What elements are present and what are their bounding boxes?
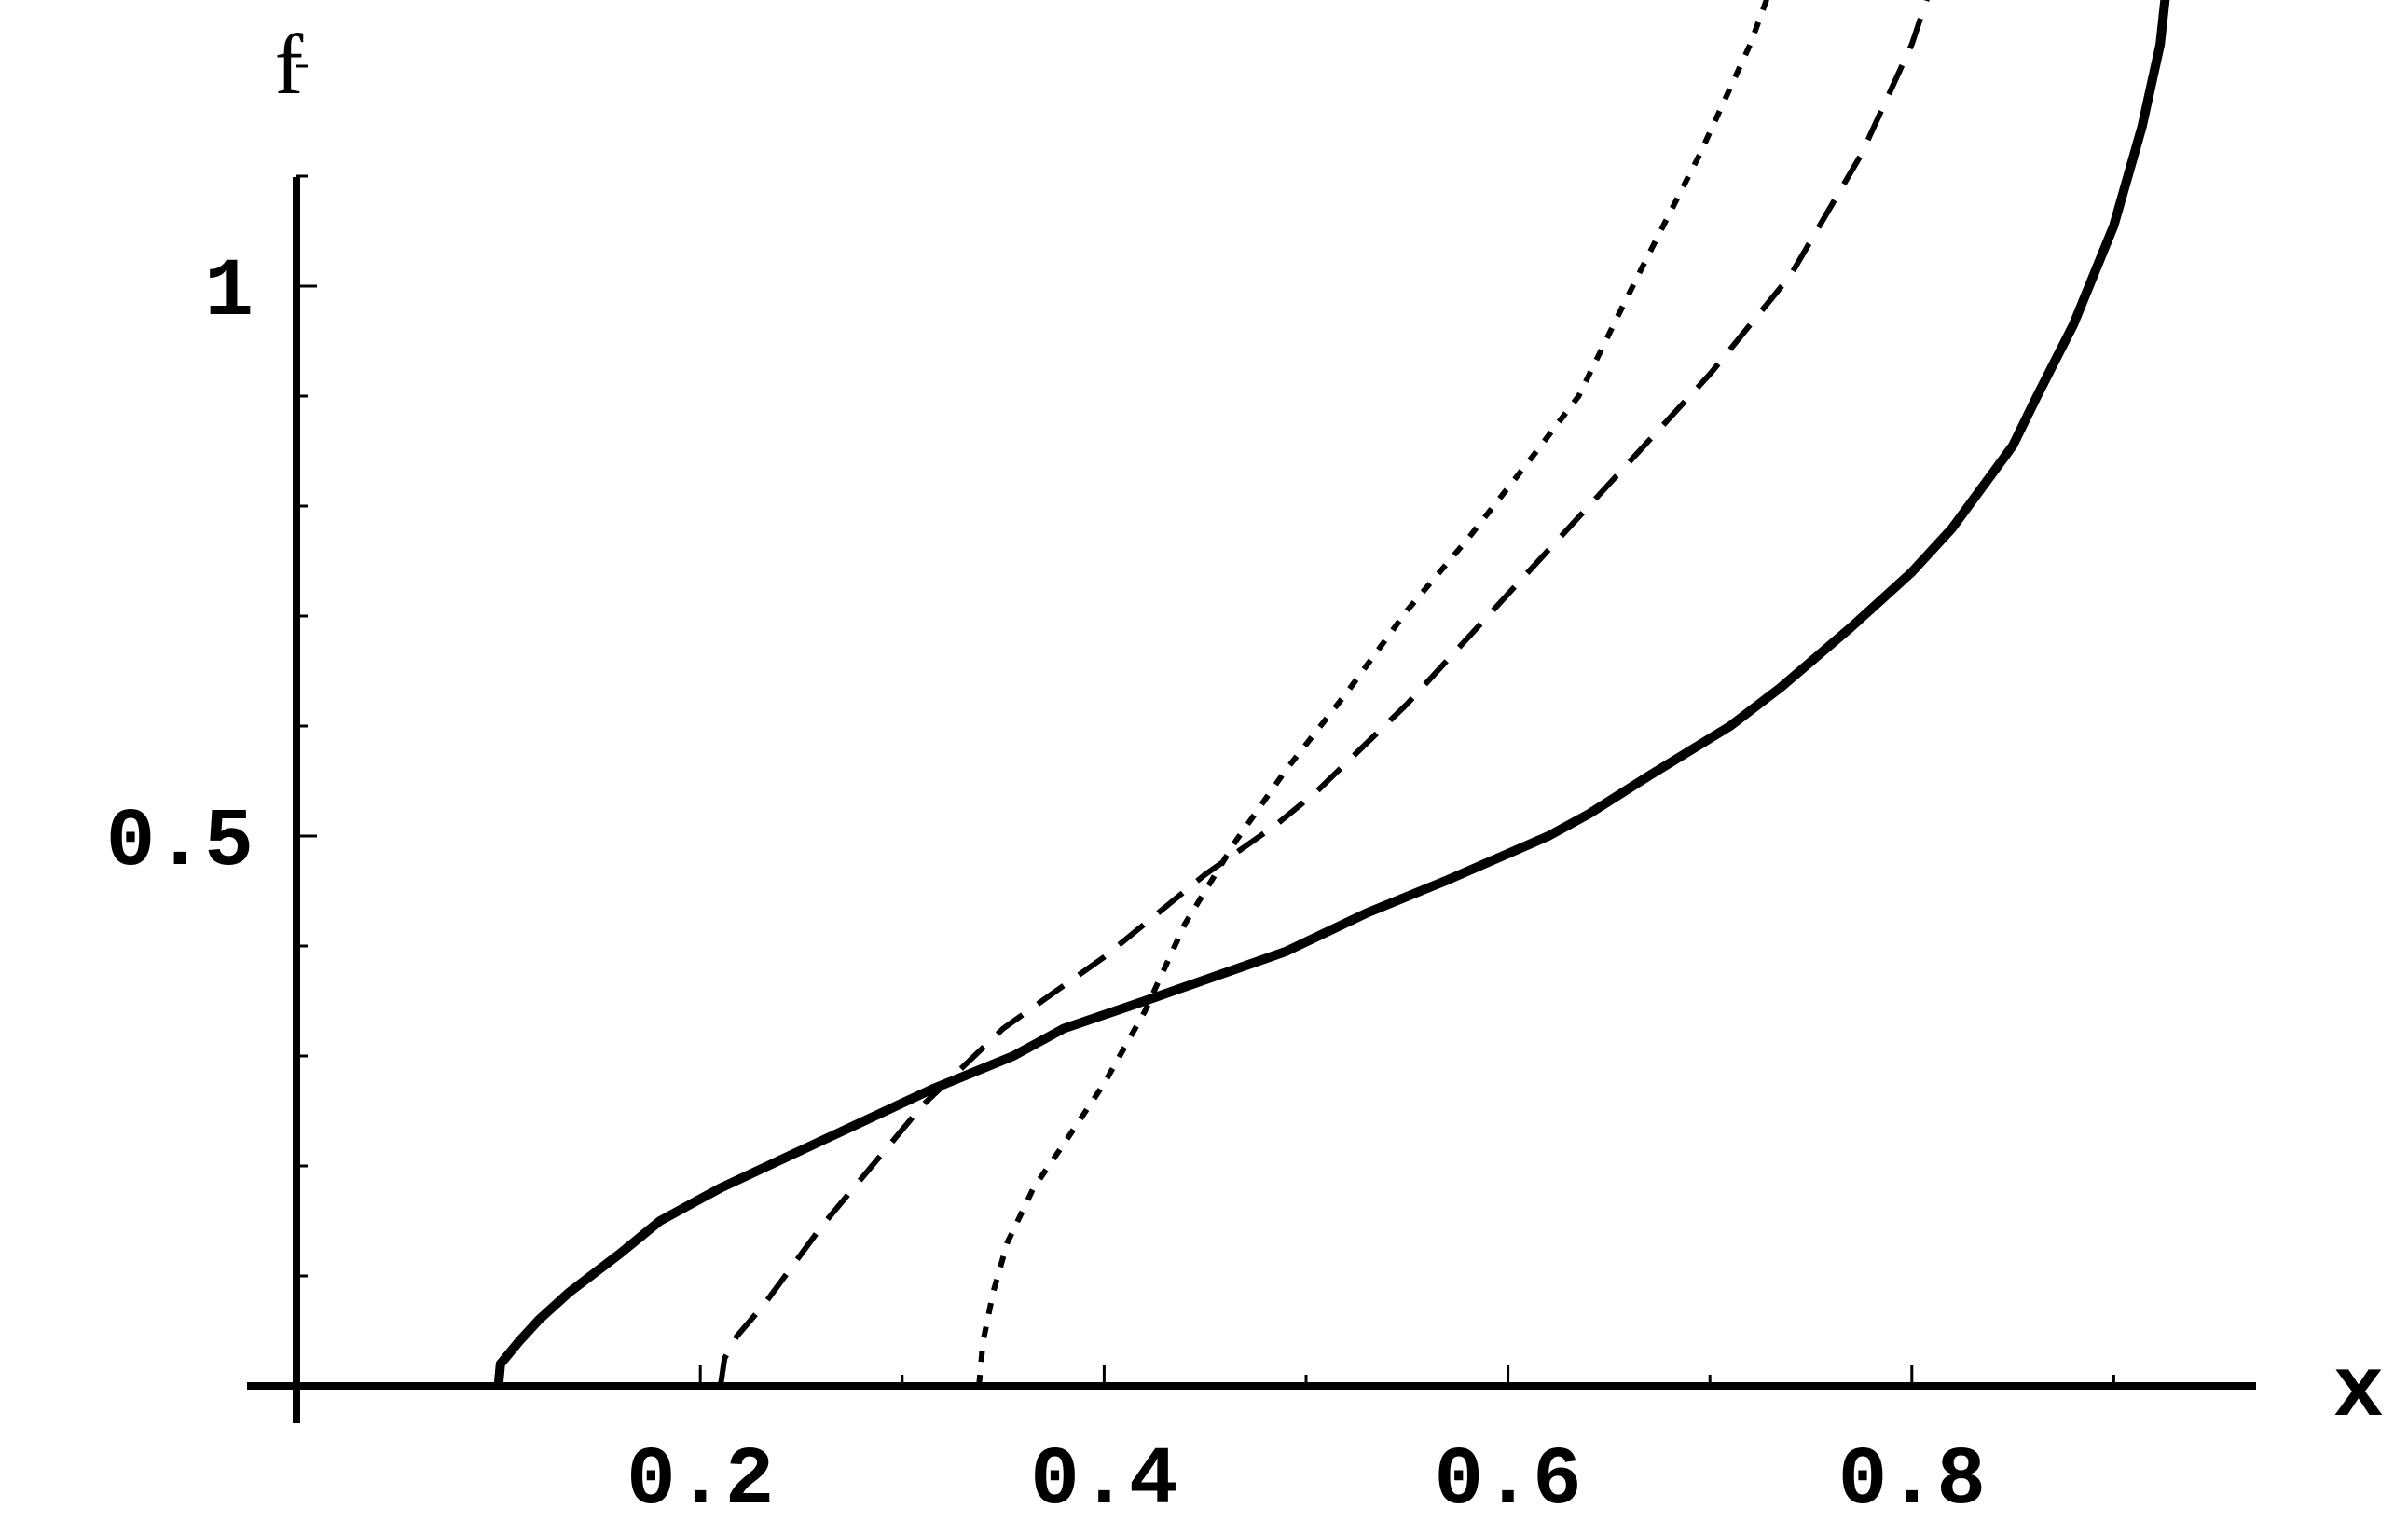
ticks-layer <box>296 64 2115 1386</box>
series-line-dashed <box>717 0 1930 1387</box>
series-layer <box>493 0 2170 1387</box>
series-line-dotted <box>976 0 1770 1387</box>
x-tick-label: 0.6 <box>1434 1435 1581 1522</box>
y-tick-label: 1 <box>204 247 254 339</box>
series-line-solid <box>493 0 2170 1387</box>
x-tick-label: 0.8 <box>1838 1435 1986 1522</box>
x-tick-label: 0.4 <box>1030 1435 1177 1522</box>
x-axis-title: x <box>2332 1343 2384 1441</box>
x-tick-label: 0.2 <box>626 1435 774 1522</box>
y-axis-title: f <box>275 17 304 112</box>
y-tick-label: 0.5 <box>106 797 254 889</box>
axes-layer <box>247 177 2256 1423</box>
labels-layer: 0.20.40.60.80.511.52 <box>106 247 1986 1522</box>
